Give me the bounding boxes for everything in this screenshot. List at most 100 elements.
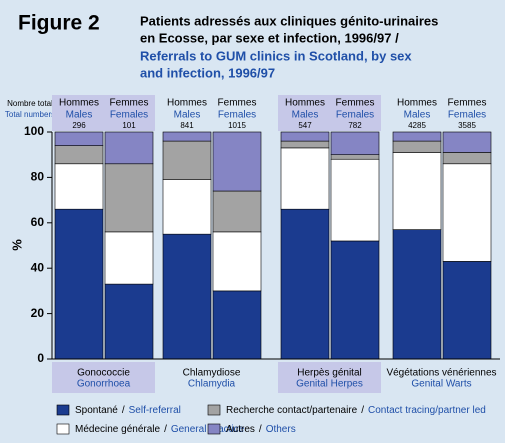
bar-segment: [280, 147, 330, 210]
sex-label-en: Males: [66, 110, 93, 121]
bar-segment: [392, 152, 442, 230]
legend-name-en: Contact tracing/partner led: [368, 405, 486, 416]
legend-entry: Autres / Others: [226, 424, 296, 435]
title-en: and infection, 1996/97: [140, 65, 275, 80]
y-axis-label: %: [9, 239, 24, 251]
bar-segment: [54, 131, 104, 146]
legend-name: Recherche contact/partenaire: [226, 405, 358, 416]
total: 101: [122, 121, 136, 130]
total-label-en: Total numbers: [5, 110, 55, 119]
total-label: Nombre total: [7, 99, 53, 108]
sex-label-en: Females: [448, 110, 486, 121]
bar-segment: [104, 131, 154, 165]
legend-separator: /: [164, 424, 167, 435]
sex-label: Hommes: [59, 98, 99, 109]
title: Patients adressés aux cliniques génito-u…: [140, 13, 438, 28]
legend-name-en: Self-referral: [129, 405, 181, 416]
y-tick-label: 0: [37, 351, 44, 365]
bar-segment: [442, 131, 492, 153]
bar-segment: [212, 190, 262, 233]
legend-name: Spontané: [75, 405, 118, 416]
footer-band: [52, 362, 155, 393]
legend-swatch: [207, 404, 221, 416]
sex-label-en: Females: [110, 110, 148, 121]
bar-segment: [212, 231, 262, 292]
sex-label: Femmes: [110, 98, 149, 109]
bar-segment: [280, 131, 330, 142]
y-tick-label: 100: [24, 124, 44, 138]
group-label: Végétations vénériennes: [386, 368, 496, 379]
sex-label-en: Males: [174, 110, 201, 121]
bar-segment: [212, 290, 262, 360]
sex-label: Femmes: [336, 98, 375, 109]
bar-segment: [280, 208, 330, 360]
sex-label-en: Males: [292, 110, 319, 121]
footer-band: [278, 362, 381, 393]
bar-segment: [280, 140, 330, 149]
group-label: Chlamydiose: [183, 368, 241, 379]
y-tick-label: 20: [31, 306, 45, 320]
legend-separator: /: [361, 405, 364, 416]
legend-name: Médecine générale: [75, 424, 160, 435]
legend-swatch: [56, 404, 70, 416]
header-band: [52, 95, 155, 131]
legend-name-en: Others: [266, 424, 296, 435]
group-label-en: Chlamydia: [188, 379, 236, 390]
bar-segment: [162, 179, 212, 235]
sex-label-en: Females: [336, 110, 374, 121]
bar-segment: [104, 231, 154, 285]
group-label: Herpès génital: [297, 368, 361, 379]
bar-segment: [212, 131, 262, 192]
legend-separator: /: [259, 424, 262, 435]
bar-segment: [54, 145, 104, 165]
sex-label-en: Females: [218, 110, 256, 121]
bar-segment: [330, 131, 380, 156]
bar-segment: [442, 261, 492, 360]
bar-segment: [330, 154, 380, 160]
y-tick-label: 80: [31, 170, 45, 184]
sex-label: Hommes: [285, 98, 325, 109]
sex-label: Hommes: [167, 98, 207, 109]
title: en Ecosse, par sexe et infection, 1996/9…: [140, 30, 399, 45]
bar-segment: [54, 163, 104, 210]
bar-segment: [392, 140, 442, 153]
bar-segment: [162, 233, 212, 360]
figure-label: Figure 2: [18, 12, 100, 35]
group-label-en: Genital Herpes: [296, 379, 363, 390]
legend-swatch: [207, 423, 221, 435]
total: 4285: [408, 121, 426, 130]
header-band: [278, 95, 381, 131]
sex-label: Hommes: [397, 98, 437, 109]
group-label-en: Genital Warts: [411, 379, 471, 390]
legend-swatch: [56, 423, 70, 435]
bar-segment: [442, 163, 492, 262]
group-label-en: Gonorrhoea: [77, 379, 131, 390]
title-en: Referrals to GUM clinics in Scotland, by…: [140, 48, 412, 63]
legend-entry: Spontané / Self-referral: [75, 405, 181, 416]
bar-segment: [330, 158, 380, 242]
bar-segment: [392, 229, 442, 360]
bar-segment: [330, 240, 380, 360]
bar-segment: [104, 163, 154, 233]
y-tick-label: 60: [31, 215, 45, 229]
bar-segment: [392, 131, 442, 142]
bar-segment: [104, 283, 154, 360]
bar-segment: [442, 152, 492, 165]
legend-name: Autres: [226, 424, 255, 435]
legend-entry: Recherche contact/partenaire / Contact tra…: [226, 405, 486, 416]
sex-label: Femmes: [218, 98, 257, 109]
sex-label-en: Males: [404, 110, 431, 121]
bar-segment: [162, 140, 212, 180]
sex-label: Femmes: [448, 98, 487, 109]
total: 782: [348, 121, 362, 130]
legend-separator: /: [122, 405, 125, 416]
total: 841: [180, 121, 194, 130]
bar-segment: [162, 131, 212, 142]
total: 1015: [228, 121, 246, 130]
total: 296: [72, 121, 86, 130]
total: 547: [298, 121, 312, 130]
bar-segment: [54, 208, 104, 360]
total: 3585: [458, 121, 476, 130]
y-tick-label: 40: [31, 260, 45, 274]
